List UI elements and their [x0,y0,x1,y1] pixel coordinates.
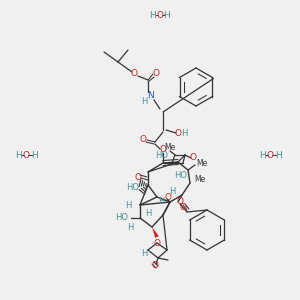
Text: O: O [266,151,274,160]
Text: O: O [154,238,160,247]
Text: H: H [164,11,170,20]
Text: H: H [15,151,21,160]
Text: Me: Me [164,143,175,152]
Text: O: O [179,203,187,212]
Text: O: O [176,197,184,206]
Text: O: O [22,151,29,160]
Text: H: H [31,151,38,160]
Text: HO: HO [175,170,188,179]
Text: H: H [169,188,175,196]
Polygon shape [152,227,159,238]
Text: N: N [147,91,153,100]
Text: O: O [134,172,142,182]
Text: O: O [190,154,196,163]
Text: O: O [160,146,167,154]
Text: H: H [150,11,156,20]
Text: O: O [130,70,137,79]
Text: O: O [152,260,158,269]
Text: Me: Me [196,160,207,169]
Text: H: H [141,97,147,106]
Text: O: O [157,11,164,20]
Text: H: H [158,197,164,206]
Text: H: H [259,151,266,160]
Text: H: H [127,224,133,232]
Text: HO: HO [155,152,168,160]
Text: H: H [146,208,152,217]
Text: HO: HO [126,184,139,193]
Text: O: O [175,128,182,137]
Text: O: O [140,136,146,145]
Text: H: H [181,128,187,137]
Text: O: O [152,68,160,77]
Text: H: H [124,200,131,209]
Text: Me: Me [194,175,205,184]
Text: O: O [164,194,172,202]
Text: H: H [141,248,147,257]
Text: HO: HO [115,214,128,223]
Text: H: H [274,151,281,160]
